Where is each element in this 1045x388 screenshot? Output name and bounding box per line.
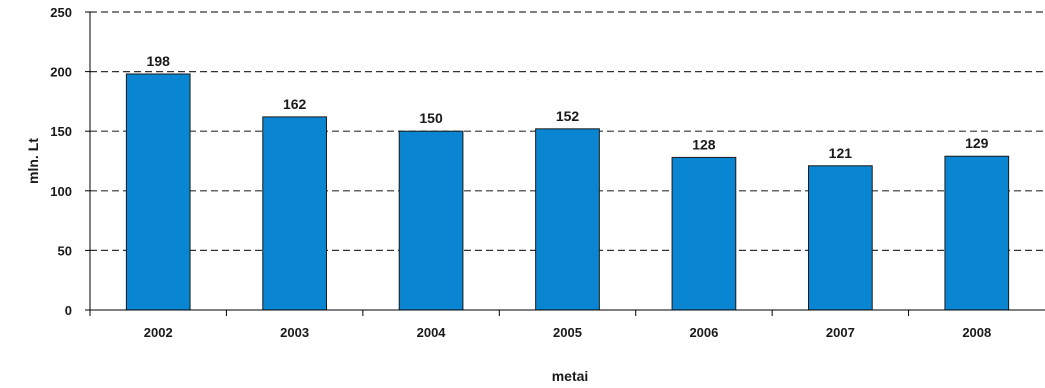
data-labels: 198 162 150 152 128 121 129 [147,53,989,161]
bar [671,156,737,311]
data-label: 162 [283,96,307,112]
y-tick-label: 100 [50,184,72,199]
axes [89,12,1045,311]
y-axis-title: mln. Lt [25,138,41,184]
x-ticks: 2002 2003 2004 2005 2006 2007 2008 [89,310,991,340]
data-label: 152 [556,108,580,124]
y-tick-label: 250 [50,5,72,20]
x-tick-label: 2003 [280,325,309,340]
x-tick-label: 2004 [417,325,447,340]
y-tick-label: 0 [65,303,72,318]
y-tick-label: 200 [50,65,72,80]
bar [944,155,1010,311]
x-tick-label: 2007 [826,325,855,340]
x-tick-label: 2008 [962,325,991,340]
bar [535,128,600,311]
x-tick-label: 2002 [144,325,173,340]
bar [398,130,464,311]
x-tick-label: 2005 [553,325,582,340]
x-axis-title: metai [552,368,589,384]
data-label: 129 [965,135,989,151]
y-ticks: 0 50 100 150 200 250 [50,5,90,318]
data-label: 128 [692,136,716,152]
bar [125,73,191,311]
data-label: 198 [147,53,171,69]
data-label: 121 [829,145,853,161]
y-tick-label: 50 [58,243,72,258]
x-tick-label: 2006 [689,325,718,340]
bar [262,116,327,311]
bars [125,73,1010,311]
data-label: 150 [419,110,443,126]
y-tick-label: 150 [50,124,72,139]
bar [808,165,873,311]
